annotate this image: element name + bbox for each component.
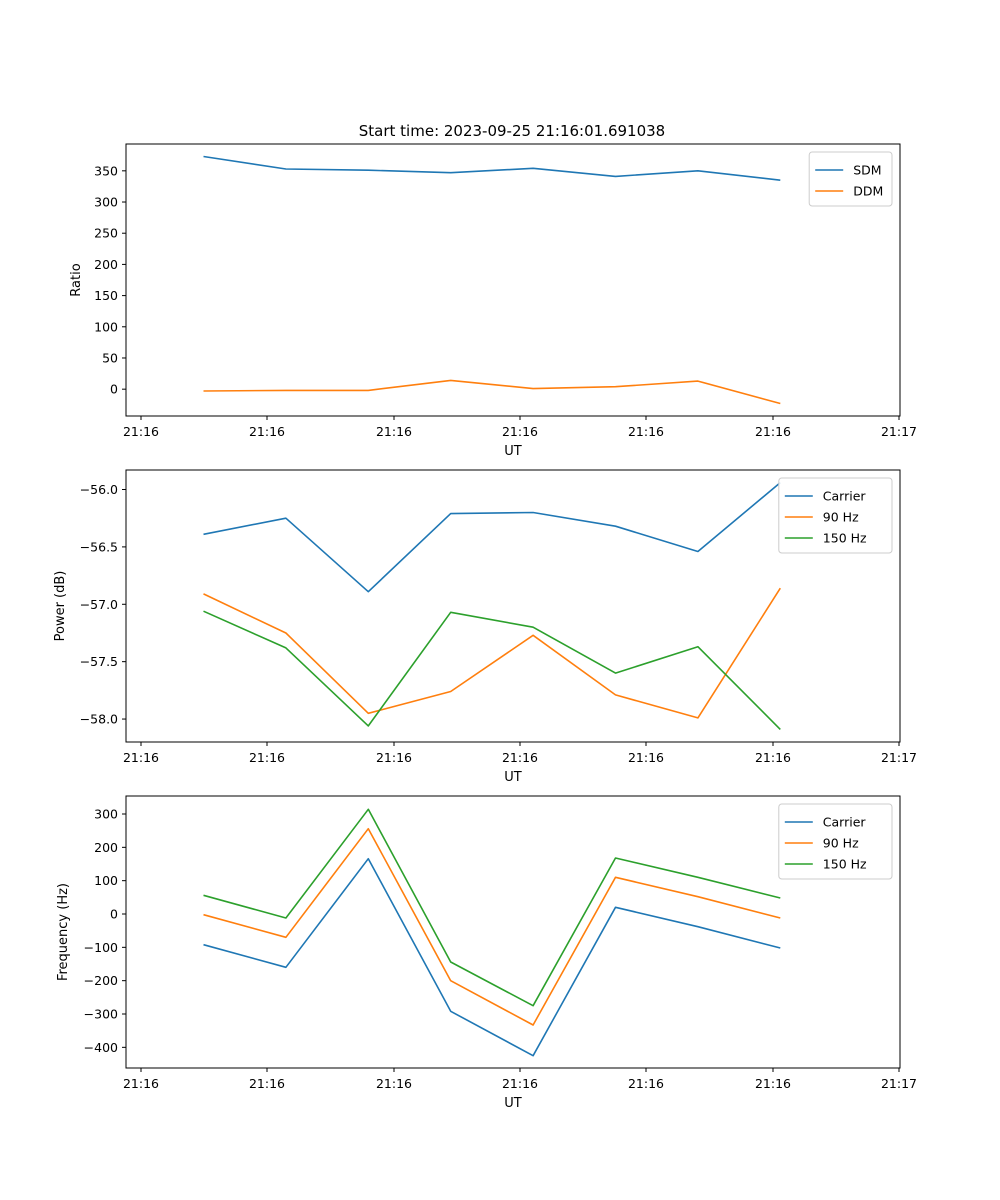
x-tick-label: 21:16 bbox=[376, 1076, 412, 1091]
legend-label: SDM bbox=[853, 163, 881, 178]
panel-2: −58.0 −57.5 −57.0 −56.5 −56.0 21:16 21:16 21:16… bbox=[53, 469, 917, 785]
x-tick-label: 21:16 bbox=[755, 424, 791, 439]
y-tick-label: −57.0 bbox=[80, 597, 118, 612]
series-line-ddm bbox=[203, 379, 781, 405]
y-tick-label: −58.0 bbox=[80, 712, 118, 727]
panel-1: 0 50 100 150 200 250 300 350 21:16 21:16 21:16 21:1… bbox=[69, 143, 917, 459]
legend-label: Carrier bbox=[823, 489, 867, 504]
y-tick-label: −200 bbox=[84, 973, 118, 988]
x-tick-label: 21:16 bbox=[755, 750, 791, 765]
series-line-90-hz bbox=[203, 827, 781, 1026]
legend-box bbox=[808, 151, 893, 207]
x-tick-label: 21:17 bbox=[881, 424, 917, 439]
axes-frame bbox=[125, 469, 901, 743]
x-tick-label: 21:16 bbox=[123, 750, 159, 765]
x-axis-label: UT bbox=[504, 1096, 522, 1111]
y-tick-label: 300 bbox=[94, 195, 118, 210]
y-tick-label: −56.0 bbox=[80, 482, 118, 497]
y-tick-label: −57.5 bbox=[80, 654, 118, 669]
y-tick-label: −100 bbox=[84, 940, 118, 955]
legend: Carrier 90 Hz 150 Hz bbox=[778, 803, 893, 880]
x-tick-label: 21:16 bbox=[376, 750, 412, 765]
x-tick-label: 21:16 bbox=[755, 1076, 791, 1091]
y-tick-label: 250 bbox=[94, 226, 118, 241]
x-tick-label: 21:16 bbox=[249, 1076, 285, 1091]
x-tick-label: 21:16 bbox=[628, 424, 664, 439]
x-tick-label: 21:16 bbox=[249, 750, 285, 765]
legend: SDM DDM bbox=[808, 151, 893, 207]
x-axis-label: UT bbox=[504, 444, 522, 459]
y-tick-label: 350 bbox=[94, 163, 118, 178]
x-tick-label: 21:16 bbox=[628, 1076, 664, 1091]
chart-title: Start time: 2023-09-25 21:16:01.691038 bbox=[359, 122, 665, 140]
x-tick-label: 21:16 bbox=[249, 424, 285, 439]
x-tick-label: 21:16 bbox=[628, 750, 664, 765]
legend-label: Carrier bbox=[823, 815, 867, 830]
series-line-90-hz bbox=[203, 587, 781, 719]
legend-label: 90 Hz bbox=[823, 510, 859, 525]
y-tick-label: 200 bbox=[94, 257, 118, 272]
x-tick-label: 21:17 bbox=[881, 750, 917, 765]
legend: Carrier 90 Hz 150 Hz bbox=[778, 477, 893, 554]
y-axis-label: Power (dB) bbox=[53, 571, 68, 642]
x-axis-label: UT bbox=[504, 770, 522, 785]
x-tick-label: 21:16 bbox=[502, 1076, 538, 1091]
series-line-150-hz bbox=[203, 808, 781, 1007]
panel-3: −400 −300 −200 −100 0 100 200 300 21:16 21:16 21:1… bbox=[56, 795, 917, 1111]
axes-frame bbox=[125, 795, 901, 1069]
y-axis-label: Frequency (Hz) bbox=[56, 883, 71, 981]
y-tick-label: −400 bbox=[84, 1040, 118, 1055]
y-tick-label: 0 bbox=[110, 382, 118, 397]
legend-label: 150 Hz bbox=[823, 857, 867, 872]
series-line-sdm bbox=[203, 155, 781, 181]
x-tick-label: 21:16 bbox=[123, 424, 159, 439]
legend-label: 150 Hz bbox=[823, 531, 867, 546]
y-tick-label: 100 bbox=[94, 873, 118, 888]
y-tick-label: 50 bbox=[102, 350, 118, 365]
axes-frame bbox=[125, 143, 901, 417]
y-tick-label: −56.5 bbox=[80, 539, 118, 554]
legend-label: 90 Hz bbox=[823, 836, 859, 851]
y-tick-label: 300 bbox=[94, 807, 118, 822]
series-line-carrier bbox=[203, 481, 781, 593]
y-tick-label: 0 bbox=[110, 907, 118, 922]
y-tick-label: 200 bbox=[94, 840, 118, 855]
series-line-carrier bbox=[203, 857, 781, 1057]
y-tick-label: 100 bbox=[94, 319, 118, 334]
y-tick-label: −300 bbox=[84, 1007, 118, 1022]
x-tick-label: 21:16 bbox=[502, 424, 538, 439]
y-tick-label: 150 bbox=[94, 288, 118, 303]
series-line-150-hz bbox=[203, 610, 781, 730]
x-tick-label: 21:16 bbox=[123, 1076, 159, 1091]
x-tick-label: 21:17 bbox=[881, 1076, 917, 1091]
panels: 0 50 100 150 200 250 300 350 21:16 21:16 21:16 21:1… bbox=[53, 143, 917, 1111]
y-axis-label: Ratio bbox=[69, 263, 84, 296]
x-tick-label: 21:16 bbox=[502, 750, 538, 765]
x-tick-label: 21:16 bbox=[376, 424, 412, 439]
legend-label: DDM bbox=[853, 184, 883, 199]
